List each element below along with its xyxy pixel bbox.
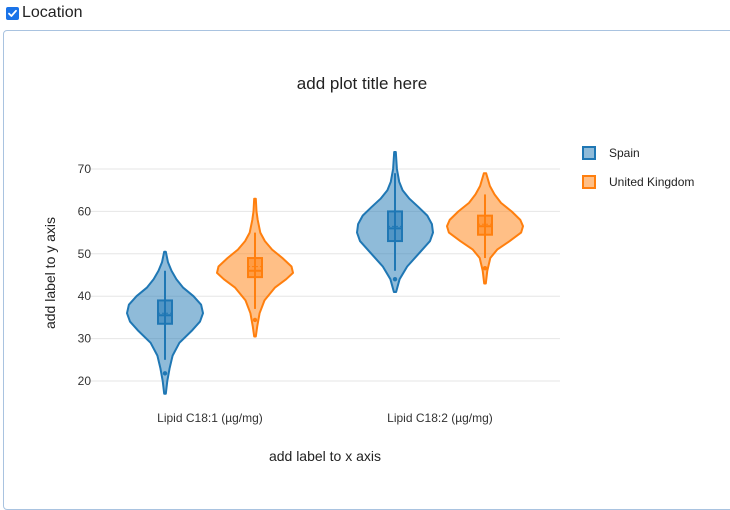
violin xyxy=(356,151,434,293)
location-checkbox-label: Location xyxy=(22,4,83,21)
legend-label: United Kingdom xyxy=(609,175,694,189)
y-tick-label: 20 xyxy=(78,374,92,388)
violin-outlier-point xyxy=(482,266,488,271)
violin-box xyxy=(157,299,173,325)
violin-outlier-point xyxy=(252,317,258,323)
y-tick-label: 70 xyxy=(78,162,92,176)
location-checkbox[interactable] xyxy=(6,6,19,20)
x-tick-label: Lipid C18:2 (µg/mg) xyxy=(387,411,493,425)
x-tick-label: Lipid C18:1 (µg/mg) xyxy=(157,411,263,425)
legend-swatch xyxy=(582,146,596,160)
y-axis-ticks: 20 30 40 50 60 70 xyxy=(78,162,92,388)
legend: Spain United Kingdom xyxy=(582,146,694,189)
y-tick-label: 30 xyxy=(78,332,92,346)
legend-swatch xyxy=(582,175,596,189)
chart-title: add plot title here xyxy=(297,74,427,93)
chart-panel xyxy=(3,30,730,510)
violin xyxy=(126,250,204,395)
violin xyxy=(446,172,524,285)
legend-label: Spain xyxy=(609,146,640,160)
x-axis-ticks: Lipid C18:1 (µg/mg) Lipid C18:2 (µg/mg) xyxy=(157,411,493,425)
violin-box xyxy=(387,210,403,243)
location-filter[interactable]: Location xyxy=(6,3,83,23)
violin-box xyxy=(247,257,263,279)
checkmark-icon xyxy=(8,9,17,17)
y-tick-label: 40 xyxy=(78,289,92,303)
violin-chart: add plot title here add label to x axis … xyxy=(42,74,694,464)
violin-outlier-point xyxy=(162,371,168,376)
violin-outlier-point xyxy=(392,277,398,282)
y-tick-label: 50 xyxy=(78,247,92,261)
violin xyxy=(216,197,294,338)
y-axis-title: add label to y axis xyxy=(42,217,58,329)
violin-box xyxy=(477,214,493,236)
y-tick-label: 60 xyxy=(78,204,92,218)
x-axis-title: add label to x axis xyxy=(269,448,381,464)
violins xyxy=(126,151,524,395)
